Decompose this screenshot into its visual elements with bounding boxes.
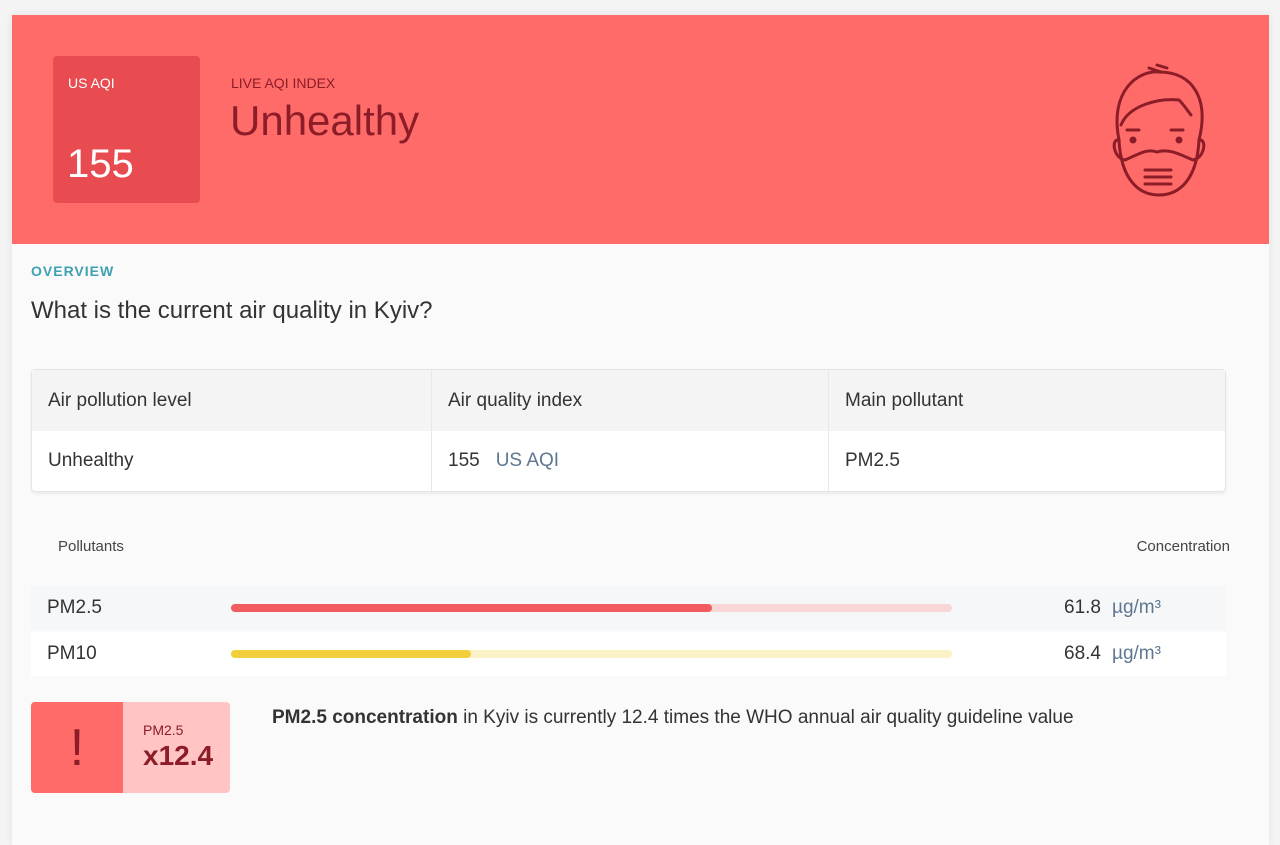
pollutant-name: PM10 xyxy=(47,643,97,664)
pollutant-row-pm25: PM2.5 61.8 µg/m³ xyxy=(31,586,1226,630)
cell-aqi: 155 US AQI xyxy=(431,431,828,491)
cell-main-pollutant: PM2.5 xyxy=(828,431,1225,491)
who-guideline-message: PM2.5 concentration in Kyiv is currently… xyxy=(272,707,1074,729)
pollutant-row-pm10: PM10 68.4 µg/m³ xyxy=(31,632,1226,676)
concentration-bar xyxy=(231,650,952,658)
aqi-value: 155 xyxy=(448,450,480,471)
live-aqi-label: LIVE AQI INDEX xyxy=(231,75,336,91)
aqi-label: US AQI xyxy=(68,75,115,91)
badge-pollutant: PM2.5 xyxy=(143,722,184,738)
concentration-header: Concentration xyxy=(1136,538,1230,555)
concentration-bar-fill xyxy=(231,650,472,658)
badge-multiplier: x12.4 xyxy=(143,740,214,771)
who-guideline-badge: ! PM2.5 x12.4 xyxy=(31,702,230,793)
overview-label: OVERVIEW xyxy=(31,263,115,279)
cell-pollution-level: Unhealthy xyxy=(48,450,134,471)
aqi-hero: US AQI 155 LIVE AQI INDEX Unhealthy xyxy=(12,15,1269,244)
aqi-status: Unhealthy xyxy=(230,97,420,144)
pollutant-value: 68.4 xyxy=(1064,643,1101,664)
message-rest: in Kyiv is currently 12.4 times the WHO … xyxy=(457,707,1074,728)
header-main-pollutant: Main pollutant xyxy=(828,370,1225,431)
masked-face-icon xyxy=(1112,63,1206,197)
overview-question: What is the current air quality in Kyiv? xyxy=(31,297,433,324)
pollutant-unit: µg/m³ xyxy=(1112,597,1161,618)
message-bold: PM2.5 concentration xyxy=(272,707,458,728)
header-pollution-level: Air pollution level xyxy=(32,370,431,431)
pollutant-name: PM2.5 xyxy=(47,597,102,618)
pollutant-unit: µg/m³ xyxy=(1112,643,1161,664)
aqi-unit: US AQI xyxy=(495,450,560,471)
aqi-badge: US AQI 155 xyxy=(53,56,200,203)
aqi-summary-table: Air pollution level Air quality index Ma… xyxy=(31,369,1226,492)
exclamation-icon: ! xyxy=(31,702,123,793)
pollutants-header: Pollutants xyxy=(58,538,124,555)
aqi-value: 155 xyxy=(67,142,134,186)
concentration-bar xyxy=(231,604,952,612)
concentration-bar-fill xyxy=(231,604,712,612)
pollutant-value: 61.8 xyxy=(1064,597,1101,618)
header-aqi: Air quality index xyxy=(431,370,828,431)
